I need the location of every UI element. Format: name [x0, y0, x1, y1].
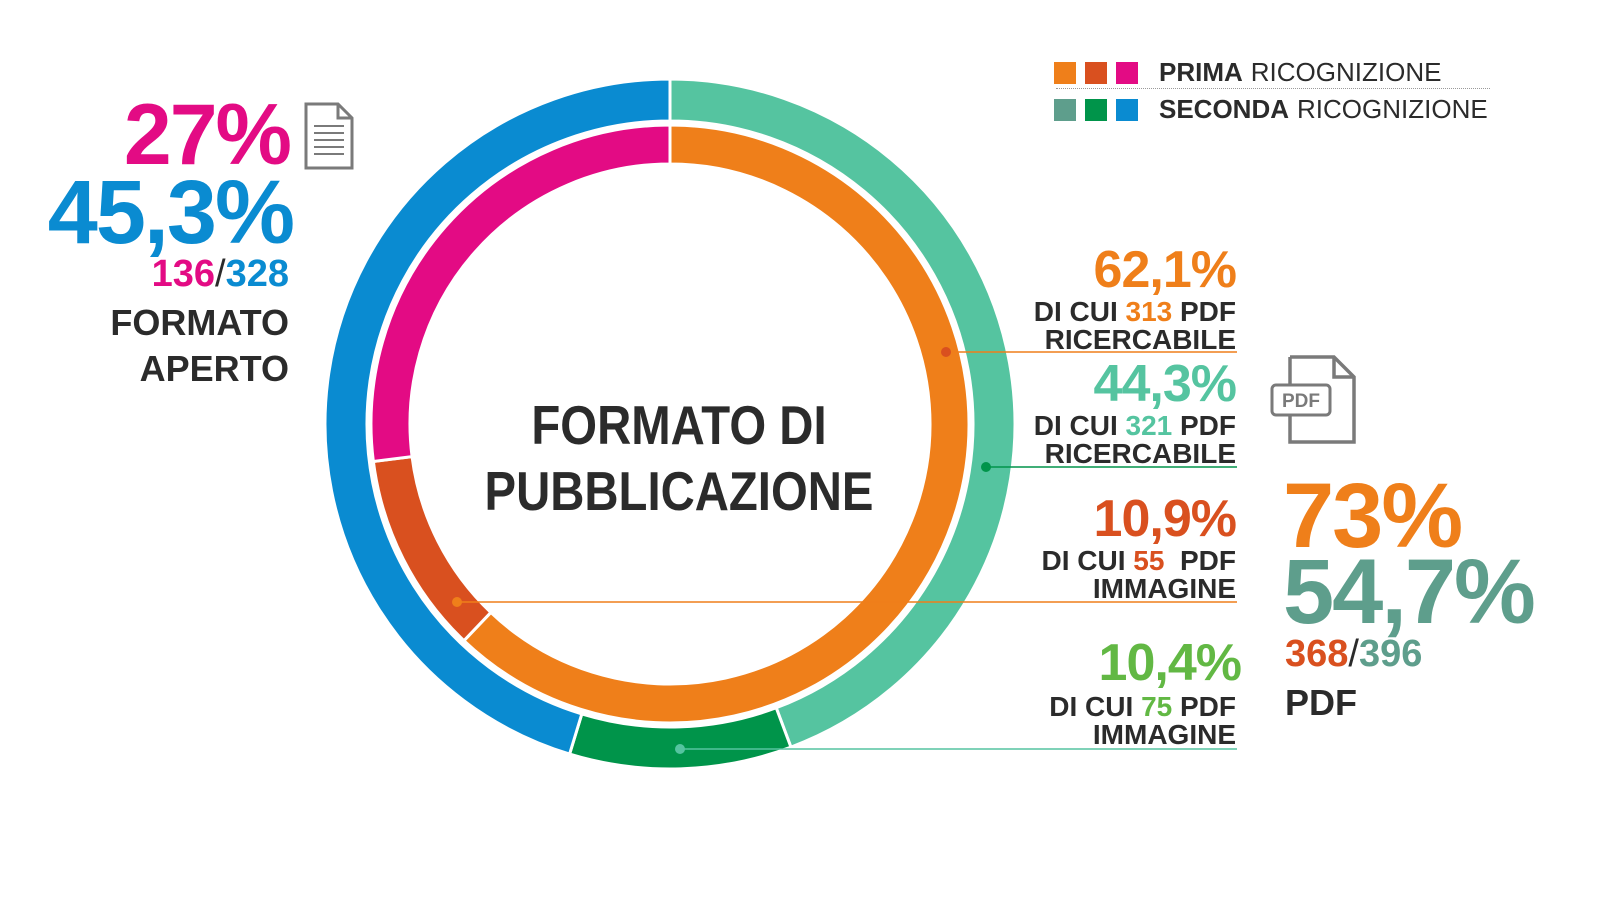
callout-line1: DI CUI 321 PDF	[1034, 412, 1236, 440]
open-format-label-line2: APERTO	[139, 348, 289, 389]
open-format-pct-seconda: 45,3%	[47, 163, 295, 263]
callout-suffix: PDF	[1172, 691, 1236, 722]
pdf-file-icon: PDF	[1270, 354, 1360, 451]
pdf-icon-text: PDF	[1282, 391, 1320, 412]
chart-title: FORMATO DI PUBBLICAZIONE	[473, 392, 884, 524]
legend-seconda-rest: RICOGNIZIONE	[1297, 94, 1488, 124]
legend-divider	[1056, 88, 1490, 89]
pdf-pct-seconda: 54,7%	[1283, 541, 1536, 643]
legend-seconda: SECONDA RICOGNIZIONE	[1054, 94, 1488, 125]
legend-swatch	[1085, 98, 1107, 121]
callout-line2: IMMAGINE	[1092, 573, 1236, 604]
callout-count: 75	[1141, 691, 1173, 722]
document-icon	[302, 100, 356, 177]
pdf-counts: 368/396	[1285, 634, 1422, 674]
open-format-slash: /	[215, 253, 226, 295]
callout-pct: 10,4%	[1098, 634, 1242, 692]
callout-10-9: 10,9% DI CUI 55 PDF IMMAGINE	[1042, 493, 1237, 603]
callout-line1: DI CUI 55 PDF	[1042, 547, 1237, 575]
callout-pct: 44,3%	[1093, 355, 1237, 413]
callout-prefix: DI CUI	[1033, 296, 1126, 327]
donut-segment-prima-formato-aperto	[369, 123, 672, 464]
callout-suffix: PDF	[1172, 410, 1236, 441]
donut-segment-prima-pdf-ricercabile	[461, 123, 971, 725]
open-format-counts: 136/328	[152, 254, 289, 294]
open-format-label: FORMATO APERTO	[110, 300, 289, 392]
callout-10-4: 10,4% DI CUI 75 PDF IMMAGINE	[1049, 634, 1242, 750]
open-format-count-prima: 136	[151, 253, 216, 295]
legend-swatch	[1054, 98, 1076, 121]
callout-62-1: 62,1% DI CUI 313 PDF RICERCABILE	[1034, 241, 1237, 355]
callout-44-3: 44,3% DI CUI 321 PDF RICERCABILE	[1034, 355, 1237, 469]
callout-suffix: PDF	[1164, 545, 1236, 576]
callout-count: 321	[1125, 410, 1173, 441]
pdf-label: PDF	[1285, 682, 1357, 723]
open-format-count-seconda: 328	[225, 253, 289, 295]
callout-line2: IMMAGINE	[1092, 719, 1236, 750]
open-format-label-line1: FORMATO	[110, 302, 289, 343]
chart-title-line1: FORMATO DI	[531, 394, 827, 456]
callout-line2: RICERCABILE	[1044, 324, 1236, 355]
leader-dot-44-3	[981, 462, 991, 472]
callout-count: 55	[1133, 545, 1165, 576]
pdf-count-prima: 368	[1285, 633, 1349, 675]
legend-swatch	[1054, 61, 1076, 84]
callout-line1: DI CUI 75 PDF	[1049, 693, 1236, 721]
callout-leader-lines	[452, 347, 1237, 754]
legend-swatch	[1116, 98, 1138, 121]
pdf-pct-prima: 73%	[1283, 465, 1463, 567]
leader-dot-10-4	[675, 744, 685, 754]
pdf-count-seconda: 396	[1358, 633, 1423, 675]
chart-title-line2: PUBBLICAZIONE	[484, 460, 874, 522]
legend-swatch	[1085, 61, 1107, 84]
legend-seconda-bold: SECONDA	[1159, 94, 1290, 124]
leader-dot-10-9	[452, 597, 462, 607]
pdf-slash: /	[1348, 633, 1359, 675]
donut-segment-seconda-formato-aperto	[323, 77, 672, 756]
callout-prefix: DI CUI	[1041, 545, 1134, 576]
callout-suffix: PDF	[1172, 296, 1236, 327]
legend-prima-bold: PRIMA	[1159, 57, 1243, 87]
callout-line1: DI CUI 313 PDF	[1034, 298, 1236, 326]
leader-dot-62-1	[941, 347, 951, 357]
callout-prefix: DI CUI	[1049, 691, 1142, 722]
open-format-pct-prima: 27%	[123, 87, 292, 183]
callout-count: 313	[1125, 296, 1173, 327]
legend-prima: PRIMA RICOGNIZIONE	[1054, 57, 1441, 88]
callout-pct: 10,9%	[1093, 490, 1237, 548]
legend-swatch	[1116, 61, 1138, 84]
callout-prefix: DI CUI	[1033, 410, 1126, 441]
callout-line2: RICERCABILE	[1044, 438, 1236, 469]
legend-prima-rest: RICOGNIZIONE	[1250, 57, 1442, 87]
callout-pct: 62,1%	[1093, 241, 1237, 299]
